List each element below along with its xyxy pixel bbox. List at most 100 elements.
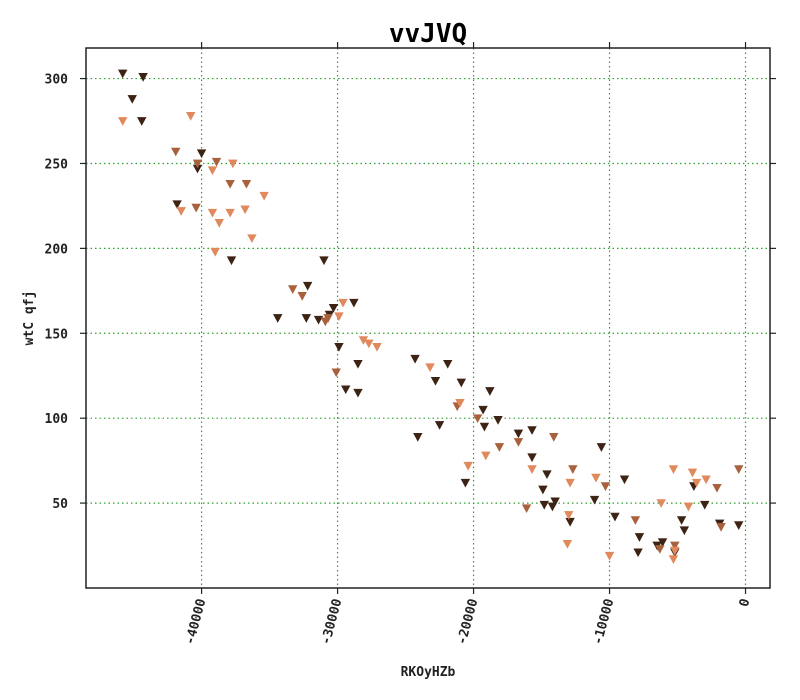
y-tick-label: 250 <box>45 157 69 172</box>
data-points <box>118 69 744 564</box>
data-point <box>313 315 324 325</box>
data-point <box>443 359 453 369</box>
data-point <box>600 482 611 491</box>
data-point <box>565 478 575 488</box>
y-tick-label: 300 <box>45 73 69 88</box>
data-point <box>633 548 643 558</box>
data-point <box>670 541 680 551</box>
x-tick-label: -30000 <box>319 597 346 646</box>
data-point <box>137 117 147 126</box>
data-point <box>456 378 467 388</box>
data-point <box>656 499 666 508</box>
chart-title: vvJVQ <box>389 19 467 49</box>
data-point <box>241 179 252 189</box>
data-point <box>328 303 339 313</box>
data-point <box>513 429 524 439</box>
data-point <box>341 385 351 395</box>
data-point <box>334 312 344 322</box>
y-tick-label: 100 <box>45 412 69 427</box>
data-point <box>619 475 630 485</box>
data-point <box>683 502 694 512</box>
data-point <box>214 219 224 228</box>
data-point <box>364 339 374 349</box>
data-point <box>434 421 445 430</box>
data-point <box>302 281 313 291</box>
data-point <box>207 208 218 218</box>
data-point <box>334 342 344 352</box>
data-point <box>372 342 382 352</box>
gridlines <box>86 48 770 588</box>
data-point <box>712 483 722 493</box>
data-point <box>538 485 548 495</box>
data-point <box>562 539 573 549</box>
data-point <box>207 166 218 176</box>
axis-ticks: -40000 -30000 -20000 -10000 0 50 100 150 200 250 3… <box>45 42 776 646</box>
data-point <box>287 285 298 294</box>
data-point <box>478 405 488 415</box>
data-point <box>596 443 607 452</box>
data-point <box>591 473 601 483</box>
data-point <box>670 546 680 556</box>
data-point <box>410 354 420 364</box>
data-point <box>425 363 435 373</box>
data-point <box>463 461 473 471</box>
data-point <box>655 545 665 554</box>
data-point <box>481 451 491 461</box>
y-axis-label: wtC qfj <box>22 291 37 346</box>
data-point <box>430 376 441 386</box>
data-point <box>240 205 250 215</box>
x-tick-label: 0 <box>737 597 754 609</box>
data-point <box>610 512 620 522</box>
data-point <box>679 526 690 536</box>
data-point <box>668 465 679 474</box>
data-point <box>527 465 537 474</box>
data-point <box>192 159 203 169</box>
data-point <box>716 522 726 532</box>
data-point <box>691 478 702 488</box>
data-point <box>331 368 341 378</box>
data-point <box>186 112 196 121</box>
data-point <box>657 538 668 547</box>
data-point <box>734 521 744 531</box>
data-point <box>527 453 537 463</box>
data-point <box>259 191 269 201</box>
x-tick-label: -20000 <box>455 597 482 646</box>
data-point <box>460 478 471 488</box>
data-point <box>353 388 363 398</box>
data-point <box>171 147 181 157</box>
x-axis-label: RKOyHZb <box>401 665 456 680</box>
data-point <box>493 416 503 425</box>
data-point <box>118 117 128 126</box>
y-tick-label: 200 <box>45 242 69 257</box>
data-point <box>172 200 182 210</box>
data-point <box>527 426 537 435</box>
x-tick-label: -10000 <box>591 597 618 646</box>
data-point <box>472 414 483 424</box>
data-point <box>247 234 257 244</box>
data-point <box>479 422 490 432</box>
data-point <box>127 95 137 104</box>
plot-area-frame <box>85 47 771 589</box>
data-point <box>455 399 465 408</box>
data-point <box>196 149 207 159</box>
x-tick-label: -40000 <box>183 597 210 646</box>
data-point <box>568 465 578 474</box>
data-point <box>211 157 222 167</box>
data-point <box>273 314 283 323</box>
data-point <box>191 203 201 213</box>
data-point <box>565 517 575 527</box>
data-point <box>549 432 559 442</box>
y-tick-label: 150 <box>45 327 69 342</box>
data-point <box>634 533 645 542</box>
data-point <box>589 495 600 505</box>
data-point <box>353 359 363 369</box>
data-point <box>338 298 348 308</box>
data-point <box>485 387 495 396</box>
data-point <box>542 470 552 480</box>
data-point <box>225 208 235 218</box>
data-point <box>228 159 238 169</box>
data-point <box>604 551 615 561</box>
data-point <box>676 516 687 525</box>
data-point <box>630 516 641 525</box>
